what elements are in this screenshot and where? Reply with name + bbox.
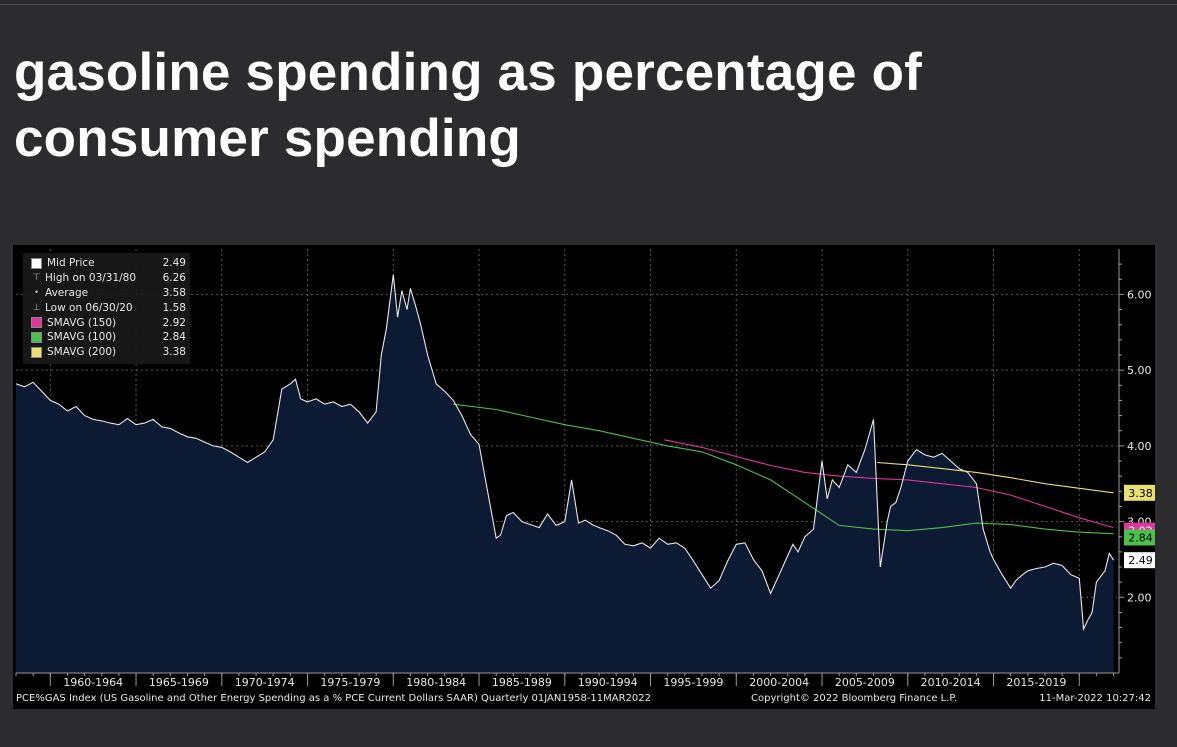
- footer-copyright: Copyright© 2022 Bloomberg Finance L.P.: [751, 693, 958, 704]
- x-tick-label: 1965-1969: [149, 676, 209, 689]
- legend-label: Average: [45, 286, 89, 299]
- legend-label: Low on 06/30/20: [45, 301, 133, 314]
- legend-value: 6.26: [162, 272, 186, 285]
- legend-value: 3.38: [162, 346, 186, 359]
- x-tick-label: 2005-2009: [835, 676, 895, 689]
- value-tag: [1124, 484, 1155, 501]
- high-tick-icon: ⊤: [32, 273, 41, 284]
- x-tick-label: 1975-1979: [320, 676, 380, 689]
- average-dot-icon: •: [33, 287, 40, 298]
- magenta-square-icon: [31, 317, 42, 329]
- legend-value: 2.92: [162, 316, 186, 329]
- series-line-smavg-150: [664, 439, 1114, 529]
- green-square-icon: [31, 331, 42, 343]
- white-square-icon: [31, 257, 42, 269]
- legend-item: • Average 3.58: [31, 286, 186, 301]
- chart-legend: Mid Price 2.49 ⊤ High on 03/31/80 6.26 • Avera…: [23, 253, 190, 364]
- legend-value: 2.84: [162, 331, 186, 344]
- chart-panel: 2.00 3.00 4.00 5.00 6.00 1960-1964 1965-1969 19…: [13, 245, 1155, 709]
- legend-value: 2.49: [162, 257, 186, 270]
- x-tick-label: 2015-2019: [1006, 676, 1066, 689]
- series-line-smavg-200: [876, 461, 1114, 494]
- yellow-square-icon: [31, 346, 42, 358]
- legend-label: Mid Price: [47, 257, 95, 270]
- x-tick-label: 2010-2014: [921, 676, 981, 689]
- x-tick-label: 1995-1999: [663, 676, 723, 689]
- value-tag-label: 3.38: [1128, 487, 1153, 500]
- y-tick-label: 4.00: [1127, 440, 1152, 453]
- footer-source: PCE%GAS Index (US Gasoline and Other Ene…: [16, 693, 652, 704]
- value-tag-label: 2.49: [1128, 554, 1153, 567]
- chart-footer: PCE%GAS Index (US Gasoline and Other Ene…: [16, 693, 1151, 707]
- value-tag: [1124, 552, 1155, 569]
- low-tick-icon: ⊥: [32, 302, 41, 313]
- price-area: [16, 274, 1114, 673]
- legend-item: SMAVG (150) 2.92: [31, 315, 186, 330]
- x-tick-label: 1970-1974: [235, 676, 295, 689]
- legend-value: 1.58: [162, 301, 186, 314]
- x-tick-label: 1980-1984: [406, 676, 466, 689]
- x-tick-label: 1960-1964: [63, 676, 123, 689]
- legend-item: Mid Price 2.49: [31, 256, 186, 271]
- x-tick-label: 1985-1989: [492, 676, 552, 689]
- legend-label: SMAVG (200): [47, 346, 117, 359]
- page-title: gasoline spending as percentage of consu…: [14, 43, 923, 168]
- series-line-smavg-100: [453, 403, 1114, 535]
- legend-item: ⊤ High on 03/31/80 6.26: [31, 271, 186, 286]
- legend-label: SMAVG (100): [47, 331, 117, 344]
- legend-value: 3.58: [162, 286, 186, 299]
- y-tick-label: 6.00: [1127, 288, 1152, 301]
- y-tick-label: 5.00: [1127, 364, 1152, 377]
- series-line-mid-price: [15, 274, 1115, 632]
- footer-timestamp: 11-Mar-2022 10:27:42: [1039, 693, 1151, 704]
- legend-item: SMAVG (200) 3.38: [31, 345, 186, 360]
- value-tag: [1124, 529, 1155, 546]
- legend-label: High on 03/31/80: [45, 272, 137, 285]
- top-divider: [0, 4, 1177, 5]
- legend-item: ⊥ Low on 06/30/20 1.58: [31, 300, 186, 315]
- x-tick-label: 1990-1994: [578, 676, 638, 689]
- value-tag-label: 2.84: [1128, 531, 1153, 544]
- x-tick-label: 2000-2004: [749, 676, 809, 689]
- legend-item: SMAVG (100) 2.84: [31, 330, 186, 345]
- legend-label: SMAVG (150): [47, 316, 117, 329]
- y-tick-label: 2.00: [1127, 591, 1152, 604]
